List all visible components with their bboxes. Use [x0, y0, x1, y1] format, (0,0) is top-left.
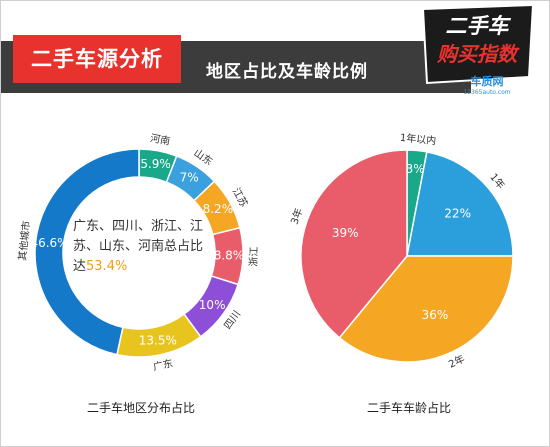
donut-category-label: 其他城市 — [16, 220, 33, 261]
donut-center-text: 广东、四川、浙江、江苏、山东、河南总占比达 — [73, 219, 204, 274]
page-title: 二手车源分析 — [13, 35, 181, 83]
donut-category-label: 浙江 — [248, 246, 261, 266]
donut-category-label: 河南 — [149, 131, 171, 147]
donut-value-label: 8.8% — [214, 248, 245, 262]
donut-category-label: 四川 — [223, 309, 244, 332]
donut-value-label: 5.9% — [140, 157, 171, 171]
donut-value-label: 7% — [180, 171, 199, 185]
donut-value-label: 8.2% — [203, 202, 234, 216]
logo-sub-text: 购买指数 — [436, 43, 520, 66]
pie-value-label: 36% — [422, 308, 449, 322]
donut-center-value: 53.4% — [86, 259, 128, 274]
pie-value-label: 3% — [406, 162, 425, 176]
donut-value-label: 10% — [199, 298, 226, 312]
pie-slice — [338, 255, 514, 363]
pie-value-label: 22% — [444, 207, 471, 221]
donut-value-label: 46.6% — [30, 236, 68, 250]
logo-brand-text: 车质网 — [471, 74, 504, 88]
donut-value-label: 13.5% — [139, 334, 177, 348]
logo-url-text: 12365auto.com — [463, 89, 510, 96]
brand-logo: 二手车 购买指数 车质网 12365auto.com — [421, 3, 535, 96]
pie-category-label: 1年 — [487, 171, 507, 192]
logo-main-text: 二手车 — [446, 14, 512, 38]
donut-slice — [34, 148, 140, 356]
pie-value-label: 39% — [332, 226, 359, 240]
page-subtitle: 地区占比及车龄比例 — [206, 62, 368, 82]
right-chart-caption: 二手车车龄占比 — [367, 401, 452, 415]
pie-category-label: 1年以内 — [399, 131, 436, 147]
pie-category-label: 3年 — [288, 206, 306, 226]
donut-center-note: 广东、四川、浙江、江苏、山东、河南总占比达53.4% — [73, 217, 207, 277]
left-chart-caption: 二手车地区分布占比 — [87, 401, 196, 415]
pie-slice — [300, 149, 408, 339]
pie-category-label: 2年 — [446, 352, 466, 371]
donut-category-label: 广东 — [152, 357, 174, 374]
pie-slice — [406, 151, 514, 257]
